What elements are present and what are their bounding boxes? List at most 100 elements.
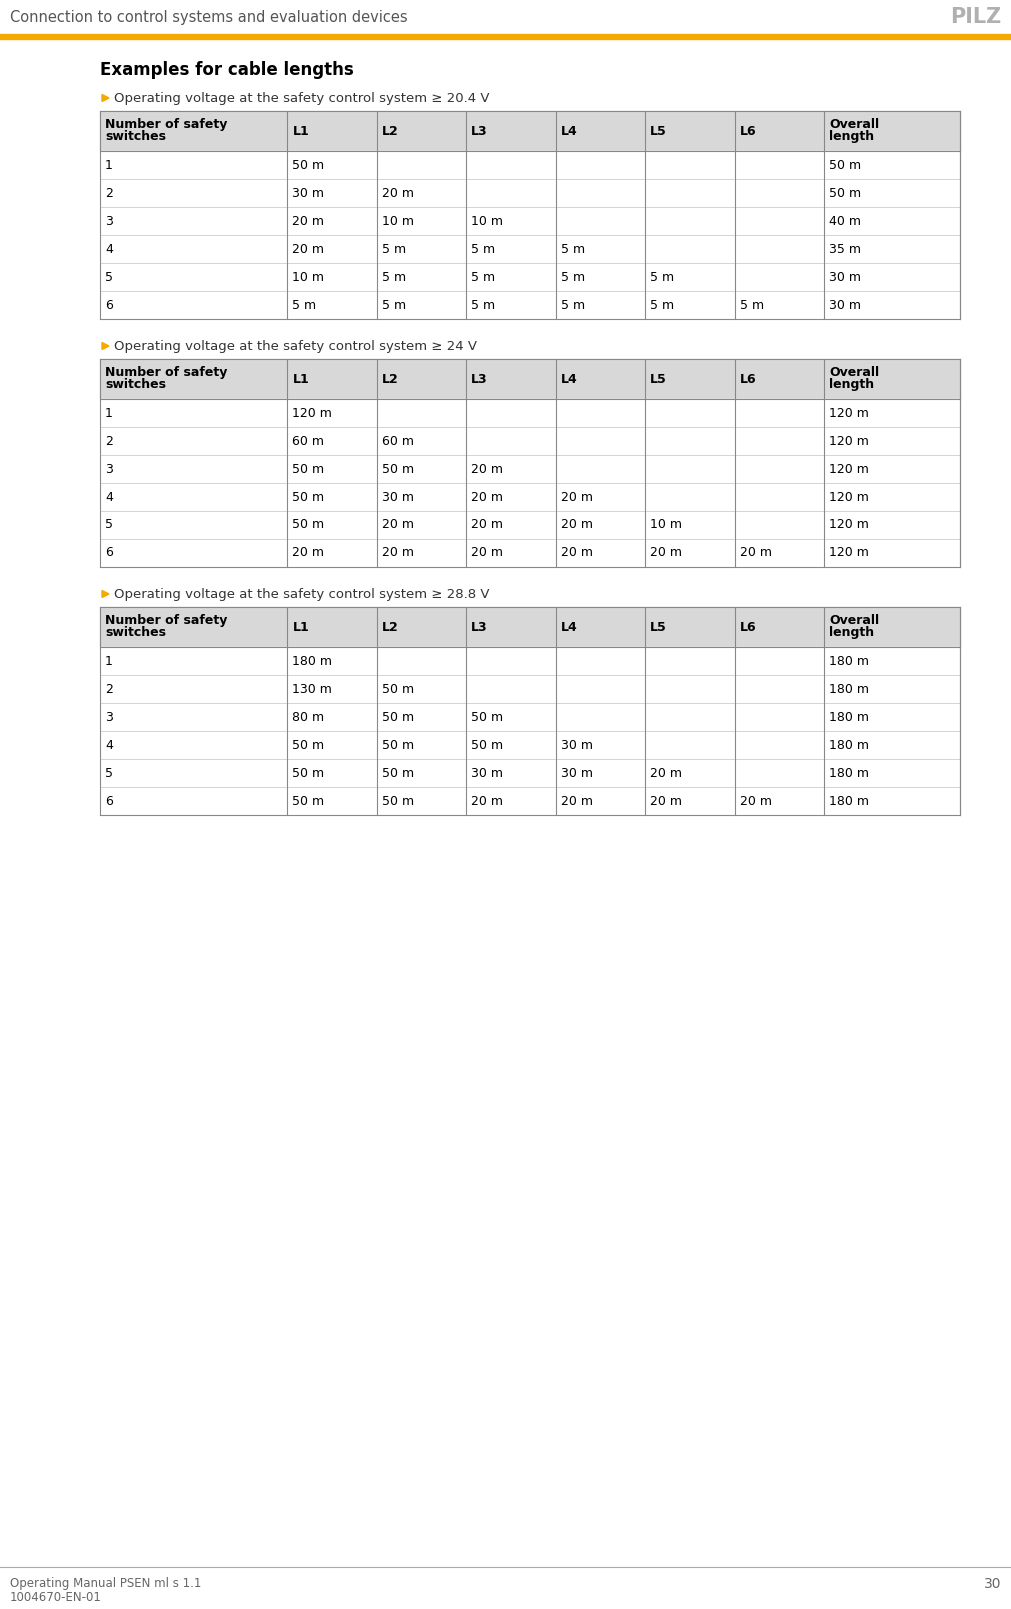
Text: 2: 2	[105, 682, 113, 695]
Text: 30 m: 30 m	[561, 766, 592, 779]
Bar	[100, 111, 960, 151]
Bar	[100, 151, 960, 179]
Text: 20 m: 20 m	[740, 795, 771, 808]
Text: 5 m: 5 m	[561, 299, 585, 312]
Text: 20 m: 20 m	[471, 491, 503, 504]
Text: length: length	[829, 130, 875, 143]
Bar	[100, 759, 960, 787]
Text: L1: L1	[292, 124, 309, 137]
Text: 5 m: 5 m	[471, 270, 495, 283]
Bar	[100, 730, 960, 759]
Text: L4: L4	[561, 373, 577, 386]
Text: 20 m: 20 m	[561, 491, 592, 504]
Text: Overall: Overall	[829, 117, 880, 130]
Text: 5 m: 5 m	[471, 243, 495, 256]
Text: 120 m: 120 m	[829, 407, 869, 420]
Text: 180 m: 180 m	[829, 655, 869, 668]
Polygon shape	[102, 343, 109, 349]
Bar	[100, 647, 960, 676]
Text: 30 m: 30 m	[471, 766, 503, 779]
Text: 60 m: 60 m	[292, 434, 325, 447]
Text: 6: 6	[105, 547, 113, 560]
Text: 5 m: 5 m	[740, 299, 763, 312]
Text: 50 m: 50 m	[292, 462, 325, 476]
Text: 60 m: 60 m	[382, 434, 413, 447]
Text: 6: 6	[105, 299, 113, 312]
Bar	[100, 455, 960, 483]
Text: 50 m: 50 m	[292, 491, 325, 504]
Text: 6: 6	[105, 795, 113, 808]
Text: Operating voltage at the safety control system ≥ 28.8 V: Operating voltage at the safety control …	[114, 587, 489, 600]
Text: 20 m: 20 m	[382, 547, 413, 560]
Bar	[100, 359, 960, 399]
Text: 120 m: 120 m	[829, 491, 869, 504]
Text: L2: L2	[382, 621, 398, 634]
Text: 180 m: 180 m	[829, 739, 869, 751]
Text: 50 m: 50 m	[829, 187, 861, 200]
Text: 20 m: 20 m	[740, 547, 771, 560]
Text: 1: 1	[105, 159, 113, 172]
Text: Overall: Overall	[829, 615, 880, 628]
Text: 1: 1	[105, 407, 113, 420]
Text: switches: switches	[105, 626, 166, 639]
Text: Examples for cable lengths: Examples for cable lengths	[100, 61, 354, 79]
Text: 10 m: 10 m	[650, 518, 682, 531]
Text: L4: L4	[561, 621, 577, 634]
Text: 30 m: 30 m	[292, 187, 325, 200]
Bar	[100, 539, 960, 566]
Text: 180 m: 180 m	[829, 711, 869, 724]
Text: 5 m: 5 m	[650, 270, 674, 283]
Text: 20 m: 20 m	[471, 518, 503, 531]
Bar	[100, 179, 960, 208]
Text: Number of safety: Number of safety	[105, 365, 227, 380]
Text: 50 m: 50 m	[382, 682, 415, 695]
Text: 5 m: 5 m	[292, 299, 316, 312]
Text: Operating Manual PSEN ml s 1.1: Operating Manual PSEN ml s 1.1	[10, 1577, 201, 1590]
Text: 50 m: 50 m	[382, 766, 415, 779]
Text: 30 m: 30 m	[829, 299, 861, 312]
Text: 180 m: 180 m	[292, 655, 333, 668]
Text: 35 m: 35 m	[829, 243, 861, 256]
Bar	[100, 208, 960, 235]
Text: 80 m: 80 m	[292, 711, 325, 724]
Text: 5 m: 5 m	[382, 270, 406, 283]
Text: 20 m: 20 m	[650, 766, 682, 779]
Text: 4: 4	[105, 739, 113, 751]
Text: L5: L5	[650, 124, 667, 137]
Text: 180 m: 180 m	[829, 766, 869, 779]
Text: length: length	[829, 378, 875, 391]
Text: 120 m: 120 m	[829, 547, 869, 560]
Text: 2: 2	[105, 434, 113, 447]
Text: 20 m: 20 m	[471, 547, 503, 560]
Text: Operating voltage at the safety control system ≥ 24 V: Operating voltage at the safety control …	[114, 339, 477, 352]
Text: 50 m: 50 m	[382, 739, 415, 751]
Text: 10 m: 10 m	[471, 214, 503, 227]
Bar	[100, 676, 960, 703]
Text: 50 m: 50 m	[292, 518, 325, 531]
Bar	[100, 512, 960, 539]
Text: 20 m: 20 m	[471, 462, 503, 476]
Text: 50 m: 50 m	[382, 711, 415, 724]
Text: 2: 2	[105, 187, 113, 200]
Text: length: length	[829, 626, 875, 639]
Text: 5 m: 5 m	[382, 243, 406, 256]
Text: 20 m: 20 m	[382, 187, 413, 200]
Text: L3: L3	[471, 373, 488, 386]
Bar	[100, 399, 960, 426]
Text: L6: L6	[740, 621, 756, 634]
Text: 30 m: 30 m	[382, 491, 413, 504]
Text: 50 m: 50 m	[292, 739, 325, 751]
Text: 3: 3	[105, 462, 113, 476]
Text: L1: L1	[292, 621, 309, 634]
Text: 20 m: 20 m	[292, 547, 325, 560]
Text: Operating voltage at the safety control system ≥ 20.4 V: Operating voltage at the safety control …	[114, 92, 489, 105]
Text: 50 m: 50 m	[292, 159, 325, 172]
Text: 20 m: 20 m	[292, 243, 325, 256]
Text: L5: L5	[650, 373, 667, 386]
Text: 10 m: 10 m	[382, 214, 413, 227]
Text: 20 m: 20 m	[292, 214, 325, 227]
Text: 30 m: 30 m	[829, 270, 861, 283]
Text: 5 m: 5 m	[382, 299, 406, 312]
Polygon shape	[102, 591, 109, 597]
Text: 180 m: 180 m	[829, 795, 869, 808]
